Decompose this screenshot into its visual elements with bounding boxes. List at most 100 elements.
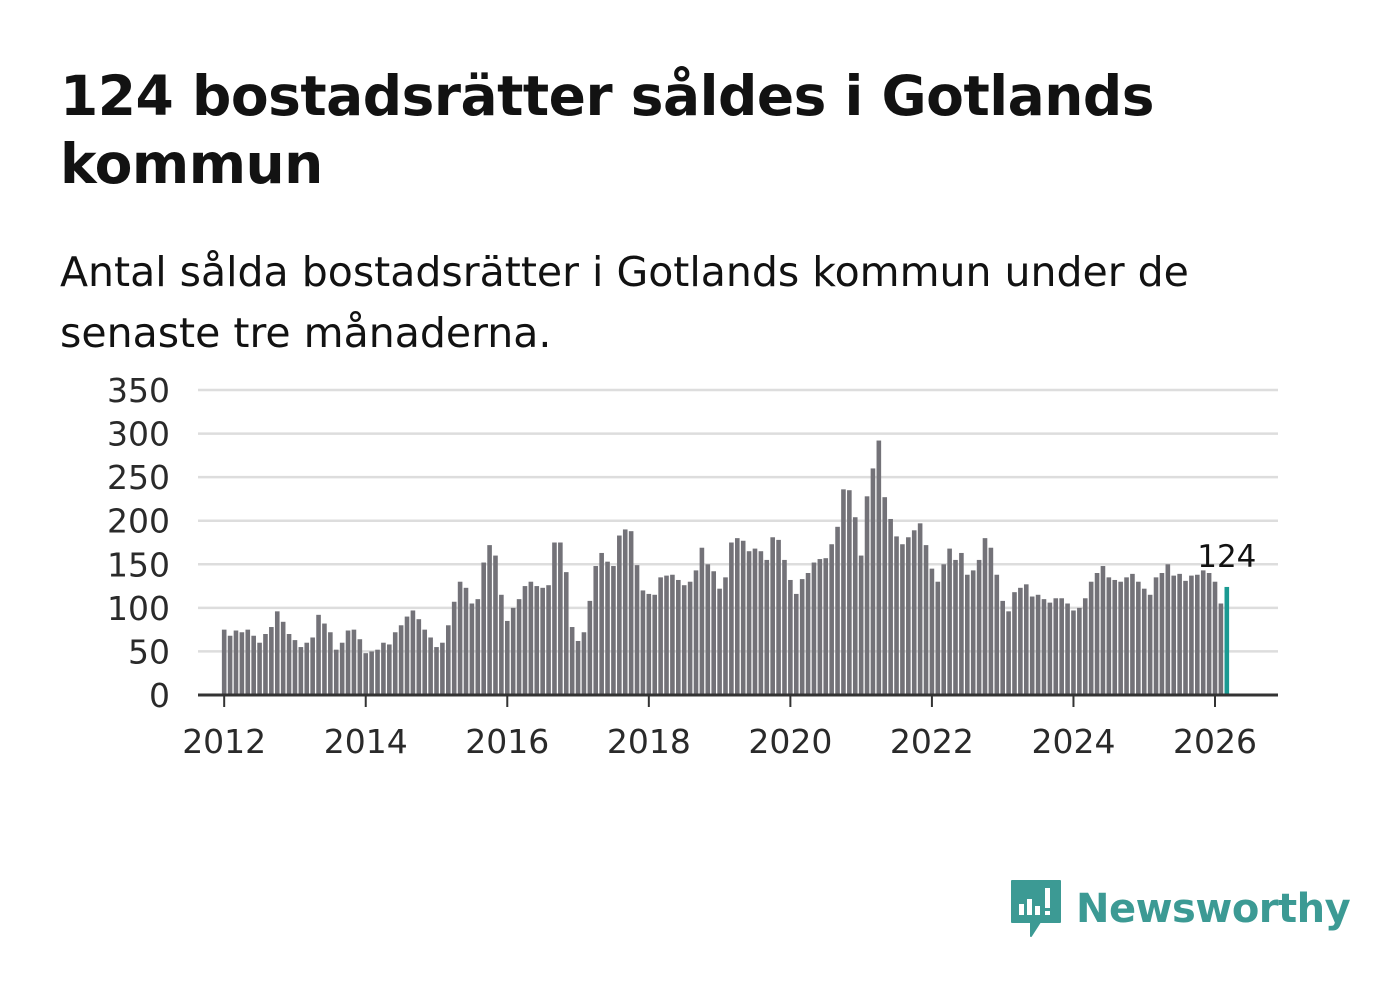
bar	[693, 570, 699, 695]
y-axis-labels: 0 50 100 150 200 250 300 350	[107, 371, 170, 715]
bar	[239, 632, 245, 695]
bar	[947, 548, 952, 695]
bar	[882, 497, 888, 695]
bar	[976, 559, 982, 695]
bar	[935, 581, 941, 695]
bar	[422, 629, 428, 695]
bar	[251, 635, 256, 695]
bar	[1183, 580, 1188, 695]
bar	[522, 586, 528, 695]
bar	[540, 587, 545, 695]
x-axis	[198, 693, 1278, 707]
bar	[605, 561, 610, 695]
bar	[1206, 573, 1212, 695]
bar	[1171, 575, 1177, 695]
bar	[298, 647, 304, 695]
bar	[752, 548, 758, 695]
bar	[670, 574, 675, 695]
bar	[392, 632, 398, 695]
bar	[292, 640, 298, 695]
y-tick-label: 0	[149, 676, 170, 715]
bar	[274, 611, 280, 695]
bar	[788, 579, 793, 695]
bar	[770, 537, 775, 695]
bar	[941, 564, 947, 695]
bar	[817, 559, 823, 695]
bar	[552, 542, 557, 695]
bar	[835, 526, 840, 695]
bar	[1159, 573, 1165, 695]
bar	[1189, 575, 1194, 695]
bar	[428, 637, 433, 695]
bar	[906, 537, 911, 695]
bar	[1059, 598, 1064, 695]
bar	[1141, 588, 1147, 695]
bar	[965, 574, 970, 695]
bar	[699, 547, 705, 695]
bar	[847, 490, 852, 695]
bar	[776, 539, 781, 695]
bar	[929, 568, 935, 695]
bar	[316, 614, 321, 695]
bar	[1006, 611, 1011, 695]
bar	[723, 577, 728, 695]
bar	[558, 542, 563, 695]
y-tick-label: 50	[128, 632, 170, 671]
bar	[858, 555, 864, 695]
bar	[487, 545, 492, 695]
bar	[434, 647, 439, 695]
bar	[917, 523, 923, 695]
bar	[1000, 600, 1005, 695]
bar	[681, 585, 687, 695]
bar	[1018, 587, 1023, 695]
bar	[493, 555, 498, 695]
bar	[1147, 594, 1153, 695]
bar	[959, 552, 964, 695]
bar	[534, 586, 540, 695]
bar	[369, 651, 374, 695]
bar	[257, 642, 262, 695]
bar	[864, 496, 870, 695]
bar	[764, 559, 770, 695]
bar	[1012, 592, 1017, 695]
bar	[363, 653, 369, 695]
y-tick-label: 100	[107, 589, 170, 628]
newsworthy-logo[interactable]: Newsworthy	[1010, 878, 1351, 940]
bar	[622, 529, 628, 695]
bar	[528, 581, 534, 695]
bar	[587, 600, 593, 695]
bar	[876, 440, 882, 695]
bar	[705, 564, 711, 695]
bar	[581, 632, 587, 695]
bar	[617, 535, 622, 695]
bar	[634, 565, 640, 695]
bar	[351, 629, 357, 695]
x-tick-label: 2026	[1173, 722, 1257, 761]
bar	[227, 635, 233, 695]
bar	[1088, 581, 1094, 695]
bar	[345, 630, 351, 695]
bar	[793, 593, 799, 695]
bar	[451, 601, 457, 695]
bar	[416, 619, 422, 695]
bar	[357, 639, 363, 695]
y-tick-label: 300	[107, 415, 170, 454]
bar	[1195, 574, 1200, 695]
bar	[1106, 577, 1112, 695]
bar	[510, 607, 516, 695]
bar	[563, 572, 569, 695]
bar	[398, 625, 404, 695]
bar	[1100, 566, 1106, 695]
bar	[245, 629, 251, 695]
y-tick-label: 250	[107, 458, 170, 497]
bar	[1029, 596, 1035, 695]
bar	[982, 538, 988, 695]
bar	[546, 585, 551, 695]
chart-title: 124 bostadsrätter såldes i Gotlands komm…	[60, 64, 1154, 196]
bar	[310, 637, 315, 695]
y-tick-label: 150	[107, 545, 170, 584]
bar	[1047, 602, 1053, 695]
x-tick-label: 2016	[465, 722, 549, 761]
bar	[717, 588, 722, 695]
bar	[811, 562, 817, 695]
